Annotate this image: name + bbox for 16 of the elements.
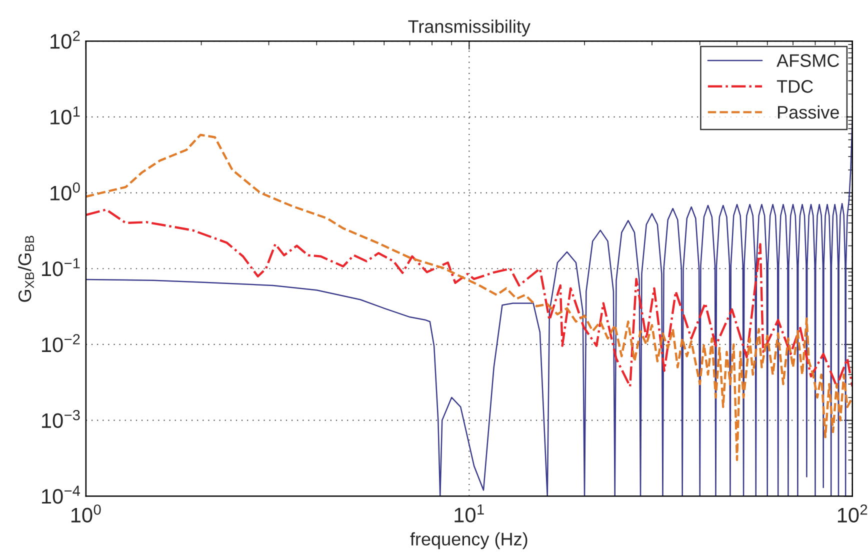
y-tick-label: 10$^{−4}$ [42, 486, 80, 504]
chart-title: Transmissibility [408, 20, 530, 36]
x-tick-label: 10$^{1}$ [454, 504, 484, 522]
x-axis-title: frequency (Hz) [410, 532, 528, 550]
x-tick-label: 10$^{0}$ [71, 504, 101, 523]
y-tick-label: 10$^{−2}$ [42, 334, 80, 352]
legend-label: TDC [776, 80, 813, 93]
legend-label: AFSMC [776, 54, 840, 67]
x-tick-label: 10$^{2}$ [838, 504, 868, 523]
y-axis-title: G$_{XB}$/G$_{BB}$ [18, 236, 34, 302]
legend-label: Passive [778, 105, 839, 119]
y-tick-label: 10$^{−3}$ [42, 410, 80, 428]
y-tick-label: 10$^{0}$ [50, 182, 80, 200]
y-tick-label: 10$^{−1}$ [42, 258, 80, 276]
y-tick-label: 10$^{2}$ [50, 30, 80, 49]
y-tick-label: 10$^{1}$ [50, 106, 80, 124]
